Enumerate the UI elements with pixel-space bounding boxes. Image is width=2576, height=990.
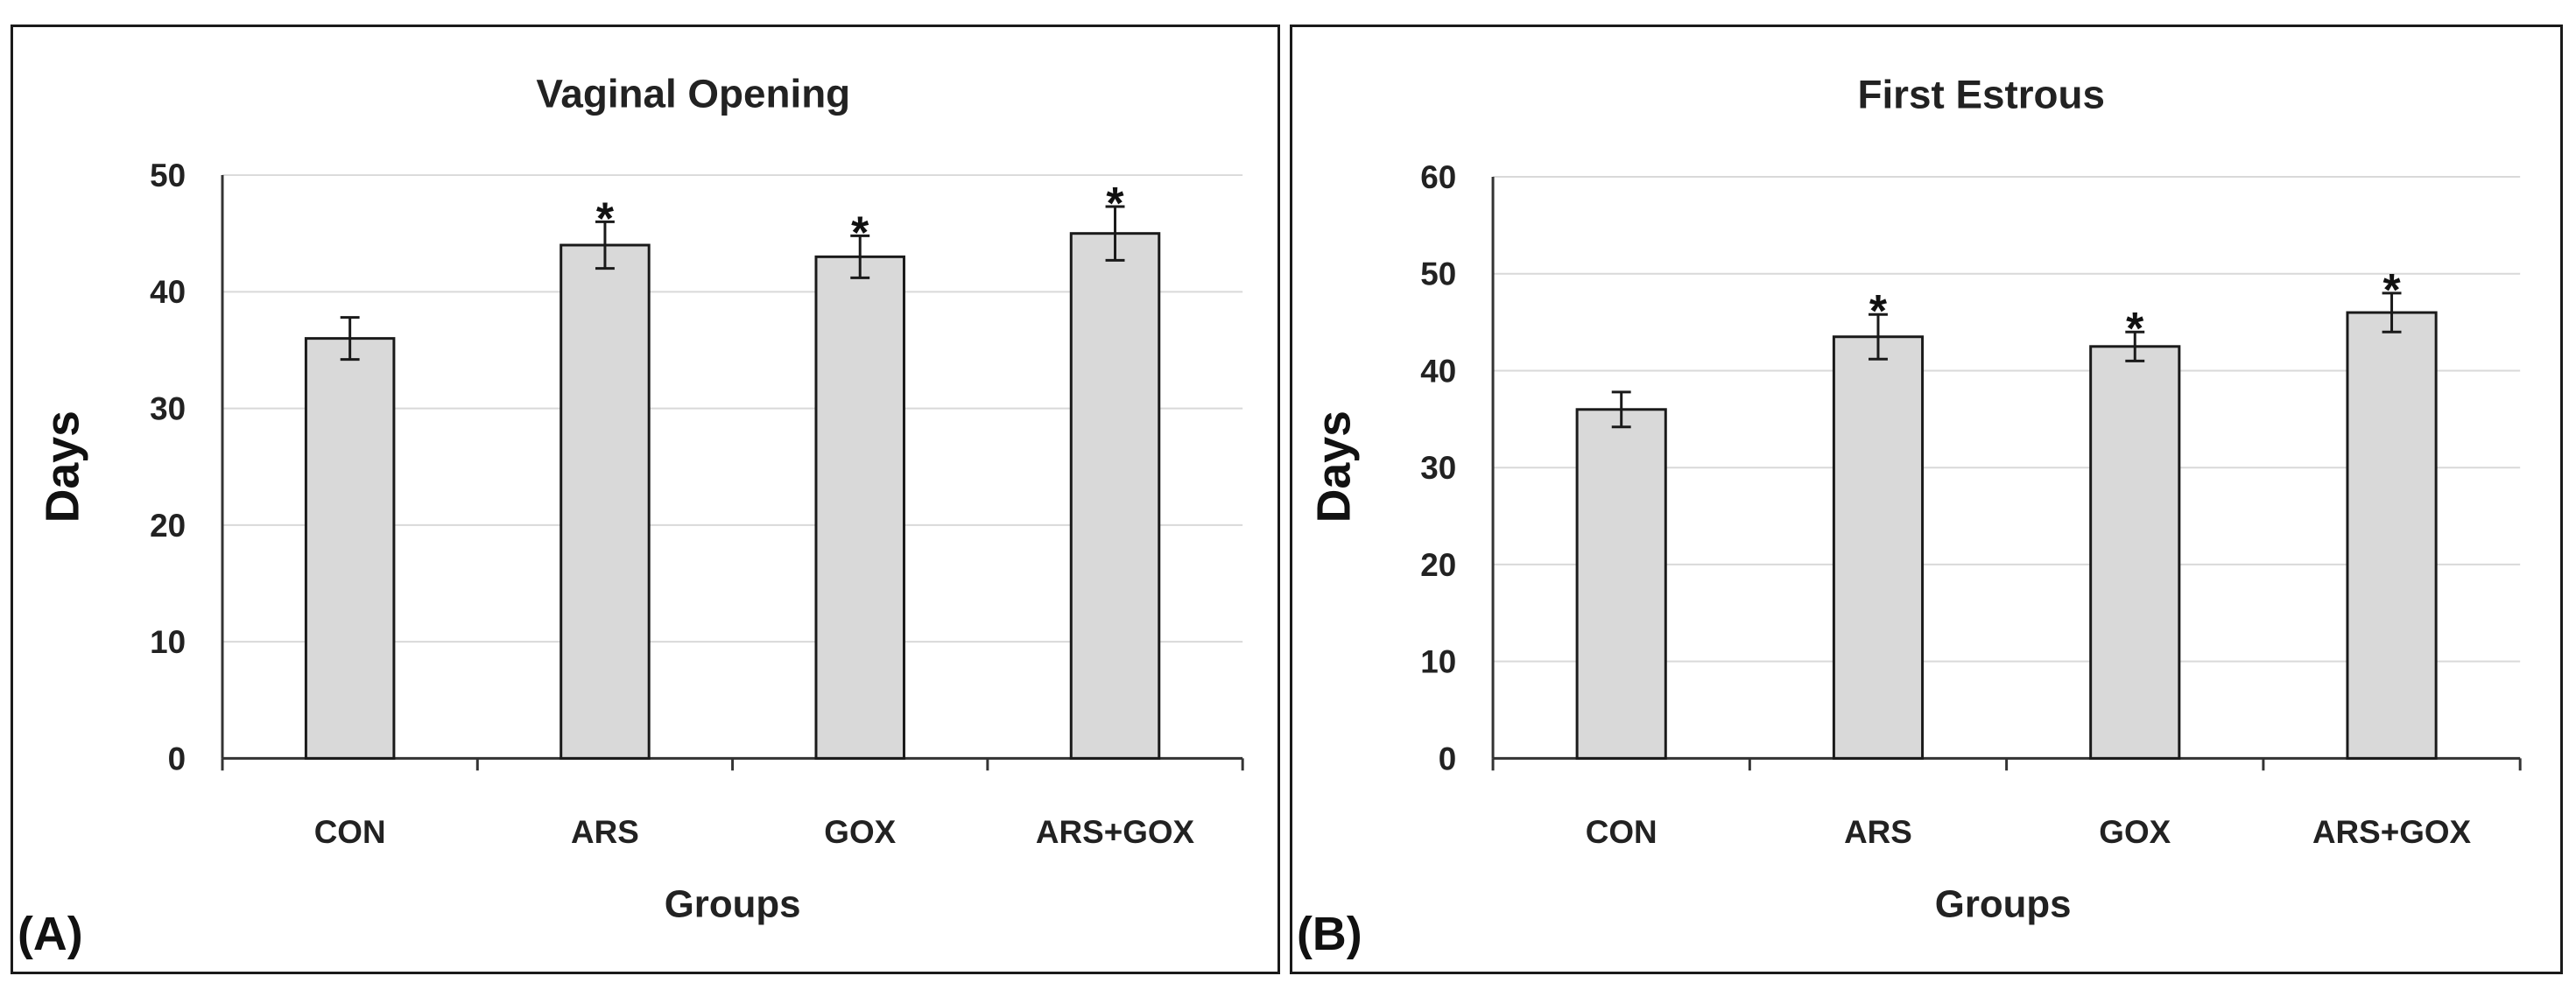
chart-a-svg: 0 10 20 30 40 50 CON * ARS * GOX * ARS+GOX Vaginal Op… xyxy=(18,72,1244,960)
chart-a-category-label: ARS+GOX xyxy=(1036,814,1195,850)
chart-b-category-label: ARS xyxy=(1844,814,1912,850)
chart-a-significance-star: * xyxy=(596,193,615,243)
chart-a-significance-star: * xyxy=(851,207,869,257)
chart-a-y-tick-label: 50 xyxy=(150,158,186,193)
chart-b-bar-con xyxy=(1575,408,1667,760)
chart-b-category-label: CON xyxy=(1586,814,1658,850)
chart-a-y-axis-label: Days xyxy=(37,411,89,523)
chart-b-significance-star: * xyxy=(2126,303,2144,354)
chart-b-x-axis-label: Groups xyxy=(1935,882,2072,925)
chart-a-y-tick-label: 40 xyxy=(150,274,186,310)
chart-a-significance-star: * xyxy=(1106,178,1124,228)
chart-a-bar-gox xyxy=(814,255,905,760)
chart-a-panel-label: (A) xyxy=(18,908,83,960)
chart-panel-a: 0 10 20 30 40 50 CON * ARS * GOX * ARS+GOX Vaginal Op… xyxy=(11,25,1280,974)
chart-a-y-tick-label: 20 xyxy=(150,508,186,544)
chart-a-bar-ars-gox xyxy=(1069,232,1161,760)
chart-b-significance-star: * xyxy=(2382,264,2401,315)
chart-a-y-tick-label: 30 xyxy=(150,391,186,427)
chart-a-category-label: CON xyxy=(314,814,386,850)
chart-a-y-tick-label: 0 xyxy=(168,741,186,776)
chart-b-y-tick-label: 0 xyxy=(1439,741,1456,776)
chart-b-y-tick-label: 30 xyxy=(1420,450,1456,486)
chart-a-category-label: GOX xyxy=(824,814,896,850)
chart-b-svg: 0 10 20 30 40 50 60 CON * ARS * GOX * ARS+GOX First Es… xyxy=(1297,73,2522,960)
chart-panel-b: 0 10 20 30 40 50 60 CON * ARS * GOX * ARS+GOX First Es… xyxy=(1290,25,2563,974)
chart-a-bar-con xyxy=(304,337,396,760)
chart-b-significance-star: * xyxy=(1869,285,1888,336)
chart-b-y-tick-label: 20 xyxy=(1420,547,1456,583)
chart-a-title: Vaginal Opening xyxy=(536,72,850,116)
chart-b-bar-ars xyxy=(1832,335,1925,760)
chart-b-y-tick-label: 60 xyxy=(1420,159,1456,195)
chart-b-panel-label: (B) xyxy=(1297,908,1362,960)
chart-b-bar-gox xyxy=(2089,345,2181,760)
chart-b-y-axis-label: Days xyxy=(1308,411,1361,523)
chart-a-y-tick-label: 10 xyxy=(150,624,186,660)
chart-b-bar-ars-gox xyxy=(2346,311,2438,760)
chart-b-title: First Estrous xyxy=(1858,73,2105,117)
chart-b-y-tick-label: 40 xyxy=(1420,353,1456,389)
chart-a-category-label: ARS xyxy=(571,814,639,850)
chart-b-y-tick-label: 50 xyxy=(1420,256,1456,292)
chart-a-bar-ars xyxy=(560,243,651,760)
chart-a-x-axis-label: Groups xyxy=(665,882,801,925)
chart-b-category-label: ARS+GOX xyxy=(2312,814,2472,850)
chart-b-category-label: GOX xyxy=(2099,814,2171,850)
chart-b-y-tick-label: 10 xyxy=(1420,644,1456,680)
